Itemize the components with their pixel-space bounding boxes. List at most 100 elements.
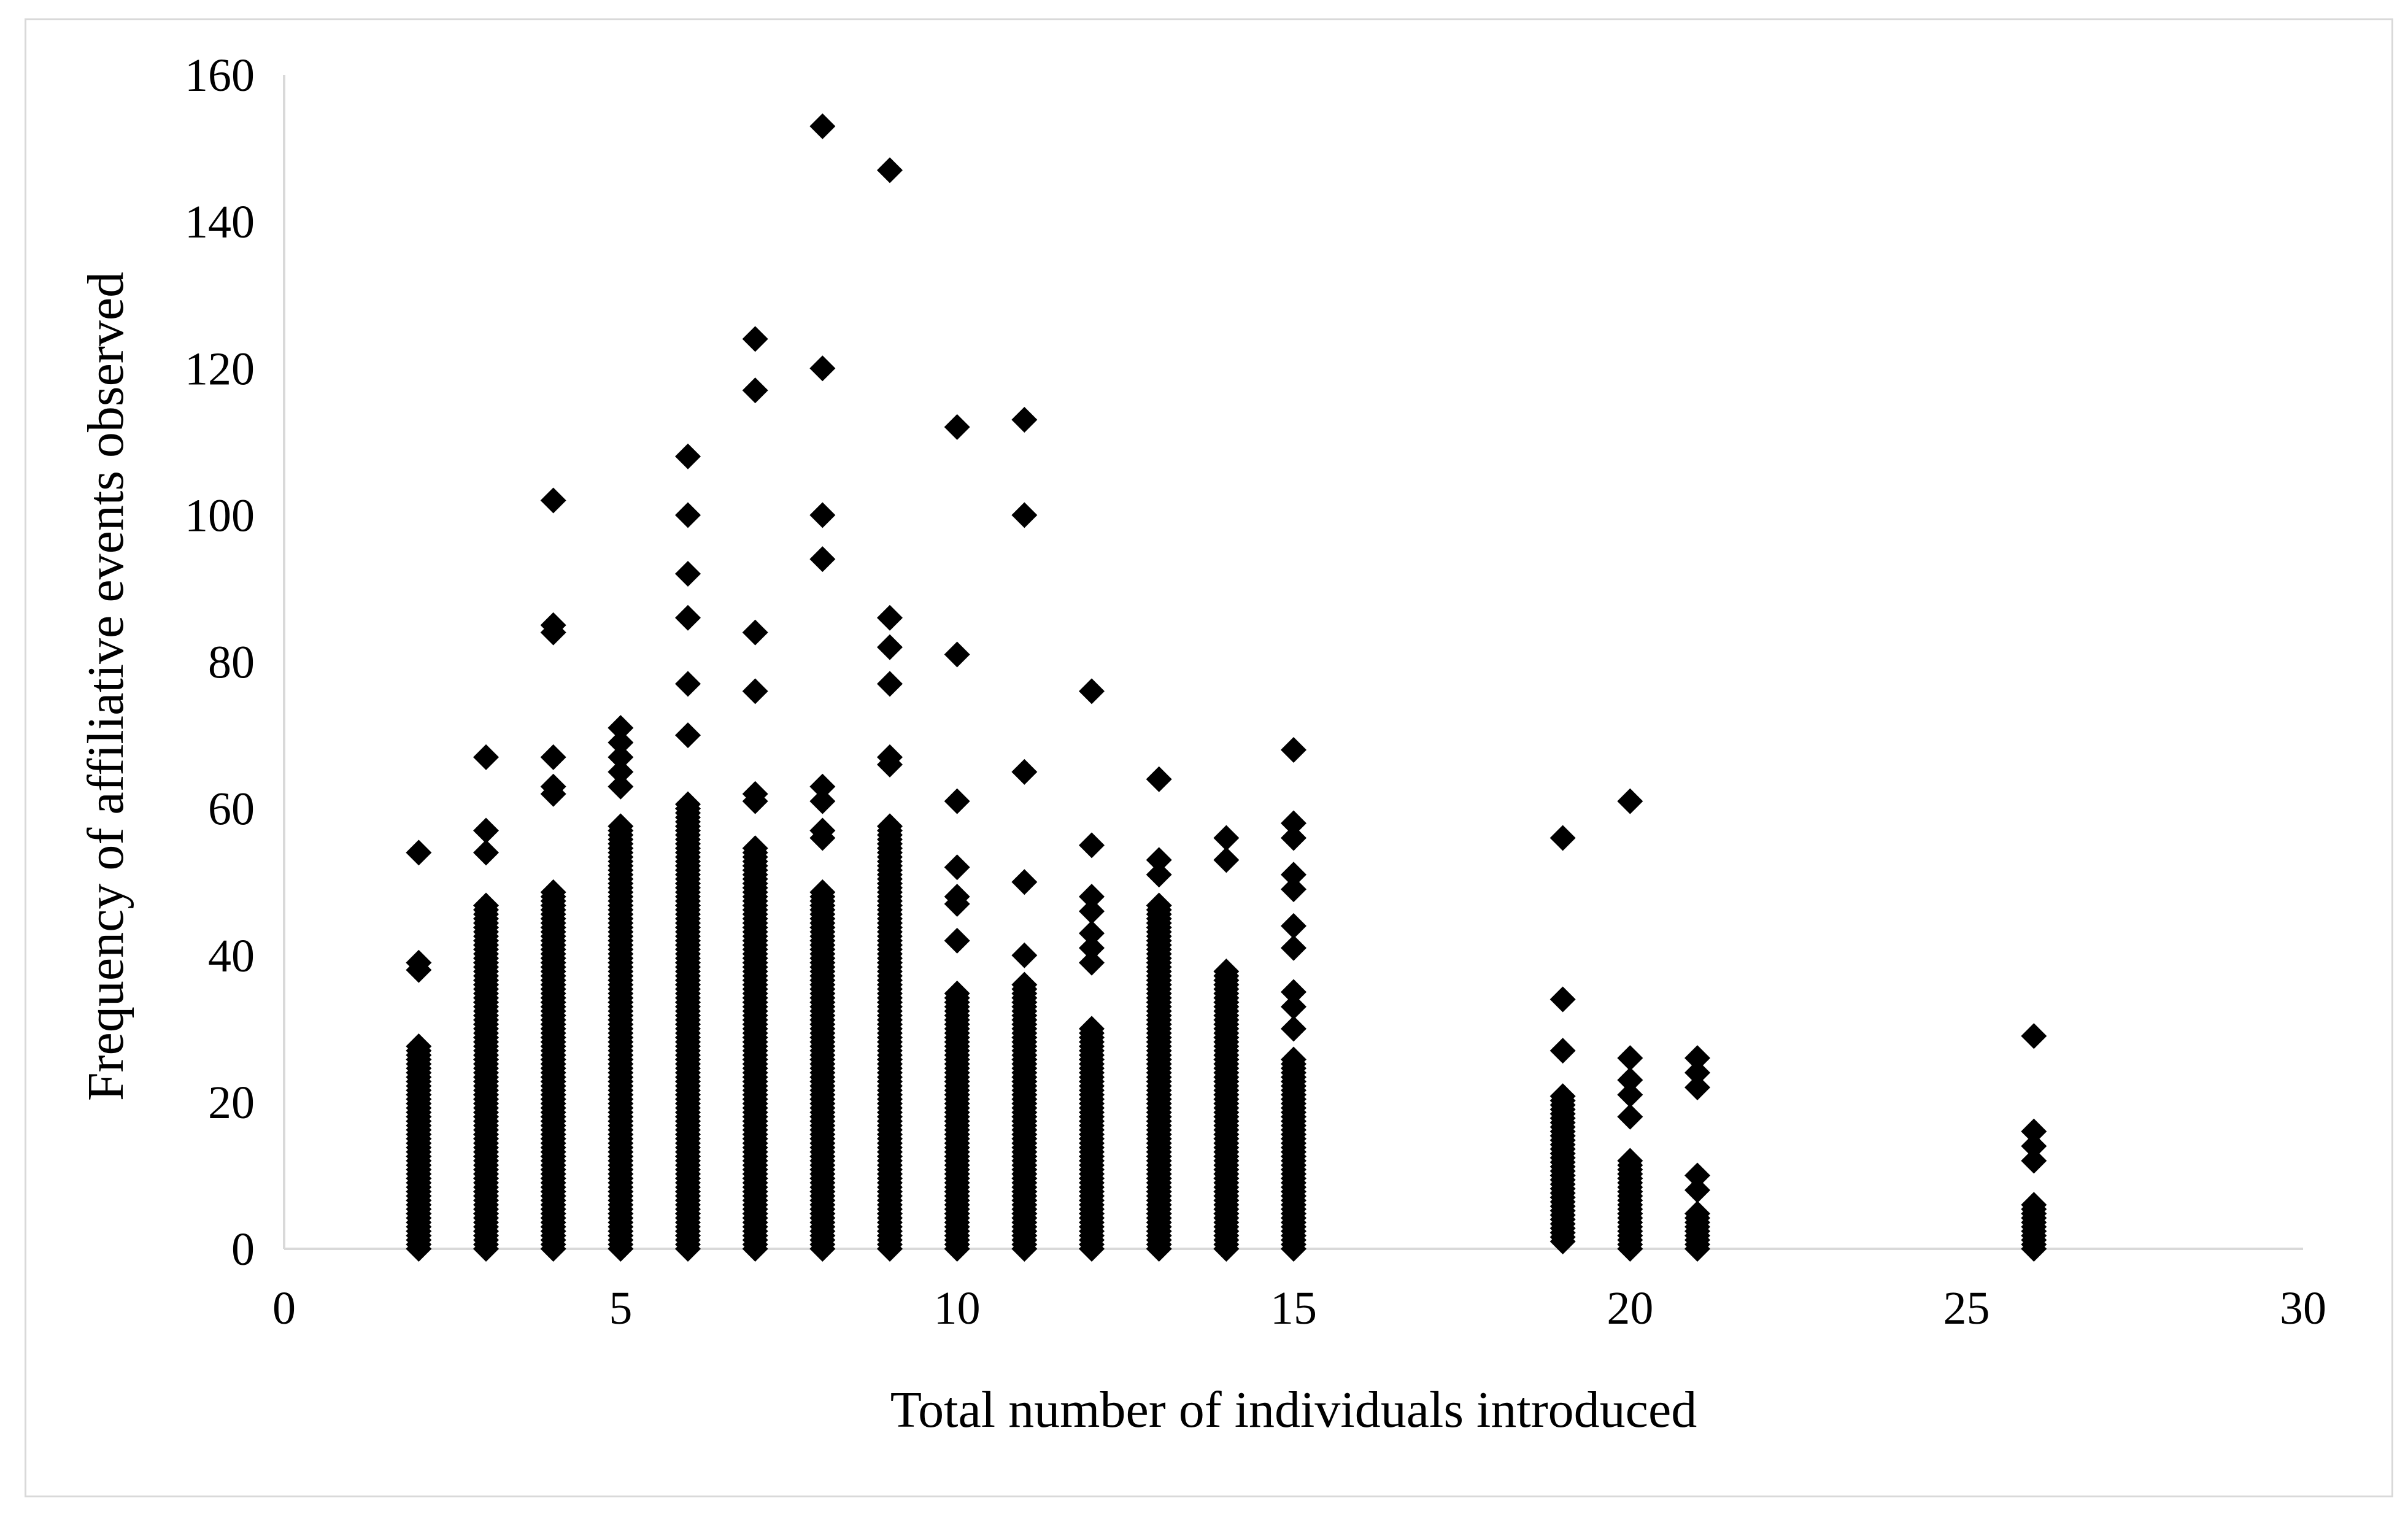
- data-point: [540, 619, 566, 646]
- data-point: [944, 891, 970, 917]
- data-point: [1684, 1177, 1710, 1203]
- data-point: [1146, 766, 1172, 792]
- data-point: [540, 879, 566, 905]
- data-point: [1684, 1074, 1710, 1100]
- data-point: [608, 744, 634, 770]
- data-point: [1146, 847, 1172, 873]
- data-point: [944, 927, 970, 954]
- data-point: [1549, 986, 1576, 1013]
- data-point: [1281, 935, 1306, 961]
- data-point: [877, 813, 903, 840]
- data-point: [675, 604, 701, 631]
- data-point: [1617, 1081, 1643, 1108]
- y-tick-label: 60: [208, 784, 255, 835]
- data-point: [1079, 949, 1105, 976]
- data-point: [742, 788, 768, 814]
- y-axis-title: Frequency of affiliative events observed: [77, 272, 134, 1101]
- y-tick-label: 100: [185, 490, 255, 541]
- data-point: [540, 744, 566, 770]
- data-point: [1213, 825, 1240, 851]
- data-point: [877, 751, 903, 778]
- data-point: [2021, 1192, 2047, 1218]
- data-point: [675, 722, 701, 749]
- data-point: [1011, 502, 1038, 528]
- data-point: [2021, 1118, 2047, 1145]
- data-point: [809, 502, 836, 528]
- data-point: [1079, 832, 1105, 859]
- data-point: [473, 817, 499, 844]
- data-point: [809, 879, 836, 905]
- data-point: [1281, 736, 1306, 763]
- data-point: [944, 980, 970, 1006]
- data-point: [1281, 994, 1306, 1020]
- data-point: [742, 619, 768, 646]
- data-point: [1146, 862, 1172, 888]
- data-point: [809, 788, 836, 814]
- data-point: [809, 546, 836, 573]
- x-tick-label: 10: [934, 1283, 981, 1334]
- x-axis-title: Total number of individuals introduced: [890, 1381, 1697, 1438]
- data-point: [809, 825, 836, 851]
- data-point: [877, 157, 903, 183]
- data-point: [608, 730, 634, 756]
- data-point: [675, 443, 701, 469]
- y-tick-label: 80: [208, 637, 255, 689]
- y-tick-label: 140: [185, 196, 255, 248]
- data-point: [809, 773, 836, 800]
- data-point: [1079, 898, 1105, 925]
- data-point: [1011, 942, 1038, 968]
- data-points: [406, 113, 2047, 1262]
- data-point: [877, 634, 903, 660]
- x-tick-labels: 0 5 10 15 20 25 30: [272, 1283, 2326, 1334]
- data-point: [1281, 979, 1306, 1005]
- data-point: [406, 1033, 432, 1060]
- y-tick-label: 160: [185, 50, 255, 101]
- data-point: [473, 892, 499, 919]
- data-point: [1213, 847, 1240, 873]
- y-tick-labels: 0 20 40 60 80 100 120 140 160: [185, 50, 255, 1275]
- data-point: [742, 678, 768, 704]
- data-point: [1011, 971, 1038, 998]
- data-point: [1684, 1200, 1710, 1227]
- data-point: [1617, 1103, 1643, 1130]
- data-point: [1684, 1045, 1710, 1071]
- data-point: [675, 502, 701, 528]
- data-point: [1549, 1083, 1576, 1110]
- data-point: [2021, 1148, 2047, 1174]
- data-point: [473, 744, 499, 770]
- data-point: [608, 813, 634, 840]
- data-point: [1079, 678, 1105, 704]
- data-point: [944, 854, 970, 881]
- data-point: [742, 377, 768, 404]
- data-point: [1011, 869, 1038, 895]
- data-point: [540, 781, 566, 807]
- y-tick-label: 40: [208, 930, 255, 982]
- y-tick-label: 0: [231, 1224, 255, 1275]
- x-tick-label: 30: [2280, 1283, 2326, 1334]
- data-point: [608, 715, 634, 741]
- data-point: [1281, 1016, 1306, 1042]
- data-point: [1011, 406, 1038, 433]
- data-point: [2021, 1023, 2047, 1049]
- data-point: [1281, 876, 1306, 903]
- x-tick-label: 25: [1943, 1283, 1990, 1334]
- data-point: [1079, 1016, 1105, 1042]
- data-point: [944, 788, 970, 814]
- data-point: [1617, 1067, 1643, 1094]
- data-point: [944, 414, 970, 440]
- x-tick-label: 0: [272, 1283, 296, 1334]
- data-point: [809, 355, 836, 382]
- data-point: [1213, 959, 1240, 985]
- data-point: [1281, 810, 1306, 836]
- data-point: [1617, 788, 1643, 814]
- data-point: [1684, 1162, 1710, 1189]
- x-tick-label: 5: [609, 1283, 632, 1334]
- data-point: [1617, 1148, 1643, 1174]
- data-point: [675, 671, 701, 697]
- data-point: [1549, 825, 1576, 851]
- data-point: [1617, 1045, 1643, 1071]
- data-point: [1079, 935, 1105, 961]
- data-point: [1011, 758, 1038, 785]
- data-point: [877, 671, 903, 697]
